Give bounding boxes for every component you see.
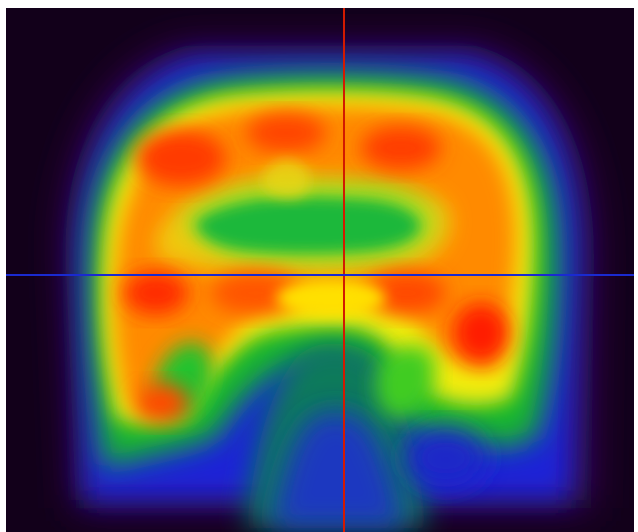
hotspot-left-lower bbox=[133, 383, 189, 423]
hotspot-top-left bbox=[136, 130, 226, 186]
inner-green-core bbox=[196, 197, 420, 254]
top-central-valley bbox=[261, 159, 311, 198]
right-lower-green bbox=[375, 345, 435, 419]
brain-scan-image bbox=[6, 8, 634, 532]
lower-right-blue bbox=[406, 428, 486, 488]
image-viewer[interactable] bbox=[6, 8, 634, 532]
vertical-crosshair[interactable] bbox=[343, 8, 345, 532]
hotspot-top-mid bbox=[246, 113, 326, 153]
hotspot-mid-left bbox=[124, 271, 188, 315]
central-yellow bbox=[276, 280, 386, 316]
horizontal-crosshair[interactable] bbox=[6, 274, 634, 276]
lower-center-blue bbox=[271, 411, 404, 528]
hotspot-mid-right bbox=[366, 271, 446, 315]
hotspot-right-lateral bbox=[453, 303, 509, 363]
hotspot-top-right bbox=[361, 126, 441, 170]
hotspot-mid-center bbox=[211, 271, 301, 315]
